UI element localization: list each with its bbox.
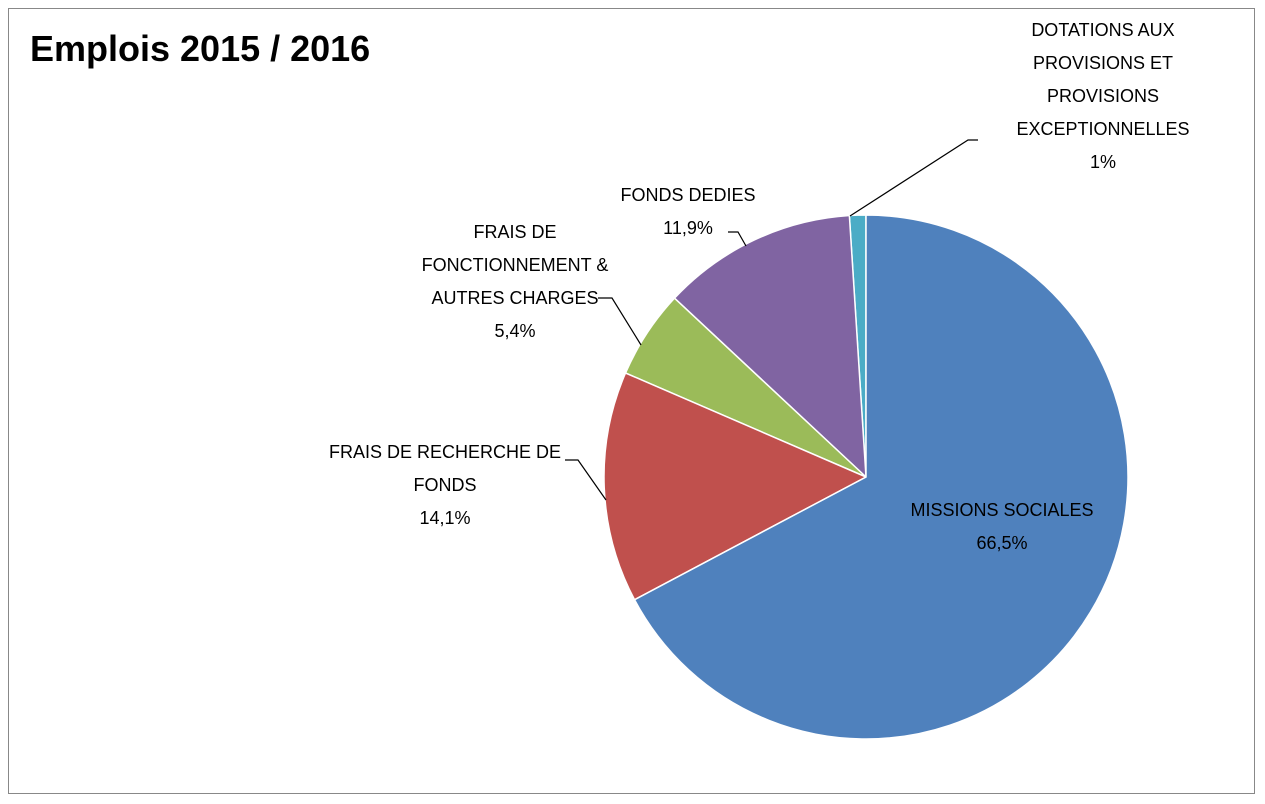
value-label: 14,1% <box>419 508 471 528</box>
leader-line <box>728 231 747 247</box>
slice-label: FRAIS DE FONCTIONNEMENT & AUTRES CHARGES… <box>415 216 615 348</box>
leader-line <box>565 459 607 501</box>
value-label: 5,4% <box>494 321 536 341</box>
category-label: FONDS DEDIES <box>620 185 756 205</box>
leader-line <box>849 139 978 217</box>
pie-slice <box>673 214 867 479</box>
slice-label: FONDS DEDIES 11,9% <box>578 179 798 245</box>
pie-slice <box>603 372 868 601</box>
value-label: 66,5% <box>976 533 1028 553</box>
chart-title: Emplois 2015 / 2016 <box>30 28 371 69</box>
slice-label: FRAIS DE RECHERCHE DE FONDS 14,1% <box>325 436 565 535</box>
leader-line <box>598 297 642 346</box>
leader-lines <box>565 139 978 501</box>
slice-label: MISSIONS SOCIALES 66,5% <box>872 494 1132 560</box>
category-label: FRAIS DE RECHERCHE DE FONDS <box>328 442 562 495</box>
value-label: 1% <box>1089 152 1116 172</box>
category-label: DOTATIONS AUX PROVISIONS ET PROVISIONS E… <box>1016 20 1190 139</box>
category-label: MISSIONS SOCIALES <box>910 500 1094 520</box>
category-label: FRAIS DE FONCTIONNEMENT & AUTRES CHARGES <box>421 222 609 308</box>
chart-frame <box>8 8 1255 794</box>
value-label: 11,9% <box>663 218 713 238</box>
slice-label: DOTATIONS AUX PROVISIONS ET PROVISIONS E… <box>1001 14 1206 179</box>
pie-slice <box>633 214 1129 740</box>
